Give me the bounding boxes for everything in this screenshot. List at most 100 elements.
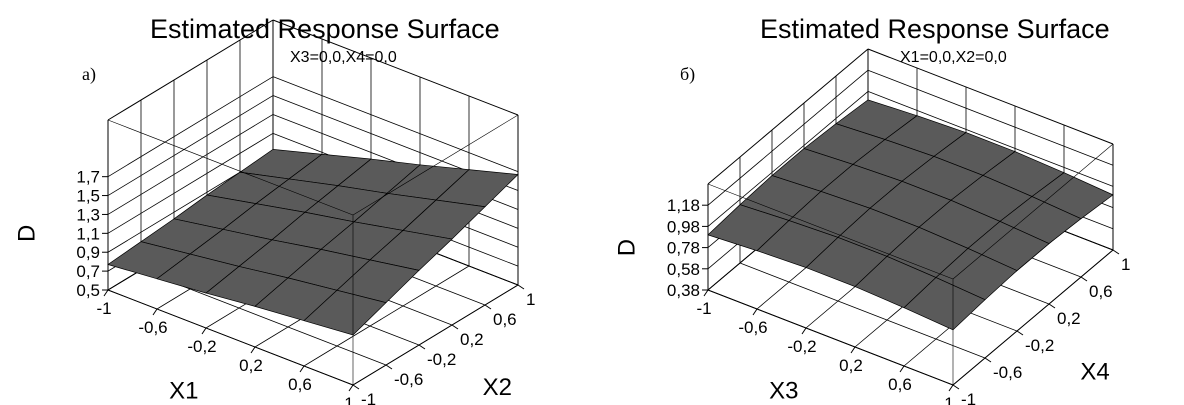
z-tick-label: 0,58 [667,260,700,279]
z-tick-label: 1,7 [76,168,100,187]
y-tick-label: 0,2 [1057,309,1081,328]
tick-mark [451,324,459,330]
chart-title: Estimated Response Surface [760,14,1110,44]
tick-mark [984,357,992,363]
z-tick-label: 1,5 [76,187,100,206]
grid-line [707,91,869,227]
box-edge [107,19,274,121]
z-tick-label: 0,5 [76,281,100,300]
box-edge [107,119,354,216]
tick-mark [348,384,354,392]
tick-mark [703,289,709,297]
grid-line [107,76,274,178]
box-edge [272,19,519,116]
x-tick-label: -1 [696,299,711,318]
tick-mark [250,346,256,354]
tick-mark [484,304,492,310]
z-tick-label: 0,98 [667,217,700,236]
surface-patch [303,289,387,336]
box-edge [707,289,954,386]
tick-mark [201,327,207,335]
tick-mark [385,364,393,370]
x-tick-label: -0,6 [738,318,767,337]
z-tick-label: 0,7 [76,262,100,281]
box-edge [952,143,1114,280]
x-tick-label: 0,6 [888,375,912,394]
chart-subtitle: X3=0,0,X4=0,0 [290,49,397,66]
tick-mark [801,327,807,335]
tick-mark [152,308,158,316]
tick-mark [899,365,905,373]
z-tick-label: 0,78 [667,239,700,258]
z-tick-label: 1,3 [76,205,100,224]
x-tick-label: 1 [944,394,953,405]
y-tick-label: 1 [526,290,535,309]
tick-mark [517,284,525,290]
tick-mark [352,384,360,390]
surface-patch [903,277,986,331]
x-tick-label: -0,2 [187,337,216,356]
y-axis-label: X4 [1080,358,1109,385]
z-tick-label: 0,9 [76,243,100,262]
grid-line [739,262,986,359]
grid-line [107,114,274,215]
chart-title: Estimated Response Surface [150,14,500,44]
box-edge [707,48,869,185]
y-tick-label: 1 [1121,255,1130,274]
x-tick-label: 0,2 [239,356,263,375]
z-tick-label: 1,18 [667,196,700,215]
grid-line [303,265,470,367]
box-edge [107,289,354,386]
z-axis-label: D [13,225,40,242]
y-tick-label: -0,6 [394,370,423,389]
z-tick-label: 0,38 [667,281,700,300]
x-tick-label: -1 [96,299,111,318]
y-tick-label: 0,6 [493,310,517,329]
tick-mark [948,384,954,392]
grid-line [867,69,1114,166]
box-edge [867,48,1114,145]
x-tick-label: 1 [344,394,353,405]
x-tick-label: 0,2 [839,356,863,375]
x-axis-label: X3 [769,377,798,404]
x-tick-label: -0,2 [787,337,816,356]
box-edge [952,249,1114,386]
z-axis-label: D [613,239,640,256]
grid-line [707,69,869,206]
x-tick-label: 0,6 [288,375,312,394]
grid-line [272,76,519,173]
panel: Estimated Response Surface X1=0,0,X2=0,0 б… [613,14,1130,405]
z-tick-label: 1,1 [76,224,100,243]
tick-mark [752,308,758,316]
tick-mark [952,384,960,390]
tick-mark [299,365,305,373]
panel-label: б) [680,64,695,85]
y-axis-label: X2 [483,374,512,401]
y-tick-label: -0,6 [993,363,1022,382]
x-axis-label: X1 [169,377,198,404]
tick-mark [418,344,426,350]
chart-subtitle: X1=0,0,X2=0,0 [900,49,1007,66]
panel-label: а) [82,64,96,85]
panel: Estimated Response Surface X3=0,0,X4=0,0 а… [13,14,535,405]
tick-mark [103,289,109,297]
grid-line [107,95,274,196]
box-edge [352,114,519,216]
box-edge [707,183,954,280]
y-tick-label: -1 [361,390,376,405]
grid-line [867,91,1114,187]
tick-mark [1048,303,1056,309]
y-tick-label: 0,6 [1089,282,1113,301]
tick-mark [850,346,856,354]
y-tick-label: -1 [961,390,976,405]
tick-mark [1016,330,1024,336]
box-edge [352,284,519,386]
tick-mark [1112,249,1120,255]
y-tick-label: -0,2 [427,350,456,369]
grid-line [107,132,274,234]
y-tick-label: -0,2 [1025,336,1054,355]
x-tick-label: -0,6 [138,318,167,337]
y-tick-label: 0,2 [460,330,484,349]
